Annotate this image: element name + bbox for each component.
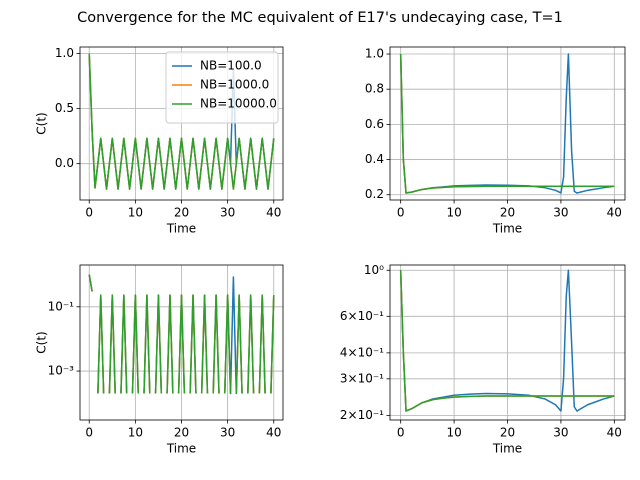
x-tick-label: 0 bbox=[85, 426, 93, 440]
y-tick-label: 4×10⁻¹ bbox=[340, 345, 384, 359]
y-axis-label: C(t) bbox=[35, 112, 49, 134]
y-tick-label: 2×10⁻¹ bbox=[340, 408, 384, 422]
x-tick-label: 40 bbox=[266, 426, 281, 440]
y-tick-label: 1.0 bbox=[365, 47, 384, 61]
y-tick-label: 10⁻³ bbox=[48, 364, 75, 378]
y-axis-label: C(t) bbox=[35, 331, 49, 353]
y-tick-label: 0.8 bbox=[365, 82, 384, 96]
y-tick-label: 0.6 bbox=[365, 117, 384, 131]
series-line bbox=[88, 274, 275, 394]
x-tick-label: 10 bbox=[446, 426, 461, 440]
x-tick-label: 10 bbox=[128, 426, 143, 440]
y-tick-label: 0.4 bbox=[365, 152, 384, 166]
x-tick-label: 0 bbox=[397, 206, 405, 220]
x-axis-label: Time bbox=[166, 442, 196, 456]
y-tick-label: 1.0 bbox=[55, 46, 74, 60]
x-tick-label: 40 bbox=[607, 426, 622, 440]
legend-box bbox=[165, 51, 279, 124]
y-tick-label: 6×10⁻¹ bbox=[340, 309, 384, 323]
x-tick-label: 10 bbox=[446, 206, 461, 220]
figure-title: Convergence for the MC equivalent of E17… bbox=[77, 10, 563, 26]
series-line bbox=[88, 53, 275, 190]
axes-frame bbox=[79, 46, 284, 201]
x-tick-label: 20 bbox=[174, 426, 189, 440]
x-tick-label: 30 bbox=[553, 206, 568, 220]
x-axis-label: Time bbox=[166, 222, 196, 236]
axes-frame bbox=[389, 46, 626, 201]
y-tick-label: 10⁰ bbox=[364, 263, 384, 277]
y-tick-label: 0.5 bbox=[55, 101, 74, 115]
x-tick-label: 20 bbox=[174, 206, 189, 220]
legend-label: NB=100.0 bbox=[200, 59, 262, 73]
x-tick-label: 20 bbox=[500, 206, 515, 220]
y-tick-label: 10⁻¹ bbox=[48, 299, 75, 313]
x-tick-label: 40 bbox=[607, 206, 622, 220]
legend-label: NB=1000.0 bbox=[200, 78, 269, 92]
axes-frame bbox=[79, 264, 284, 421]
y-tick-label: 3×10⁻¹ bbox=[340, 371, 384, 385]
y-tick-label: 0.2 bbox=[365, 187, 384, 201]
x-axis-label: Time bbox=[492, 442, 522, 456]
x-axis-label: Time bbox=[492, 222, 522, 236]
x-tick-label: 30 bbox=[220, 206, 235, 220]
x-tick-label: 40 bbox=[266, 206, 281, 220]
axes-frame bbox=[389, 264, 626, 421]
series-line bbox=[399, 54, 615, 194]
x-tick-label: 30 bbox=[553, 426, 568, 440]
series-line bbox=[399, 270, 615, 412]
y-tick-label: 0.0 bbox=[55, 156, 74, 170]
x-tick-label: 30 bbox=[220, 426, 235, 440]
x-tick-label: 20 bbox=[500, 426, 515, 440]
x-tick-label: 0 bbox=[85, 206, 93, 220]
x-tick-label: 0 bbox=[397, 426, 405, 440]
x-tick-label: 10 bbox=[128, 206, 143, 220]
legend-label: NB=10000.0 bbox=[200, 97, 277, 111]
